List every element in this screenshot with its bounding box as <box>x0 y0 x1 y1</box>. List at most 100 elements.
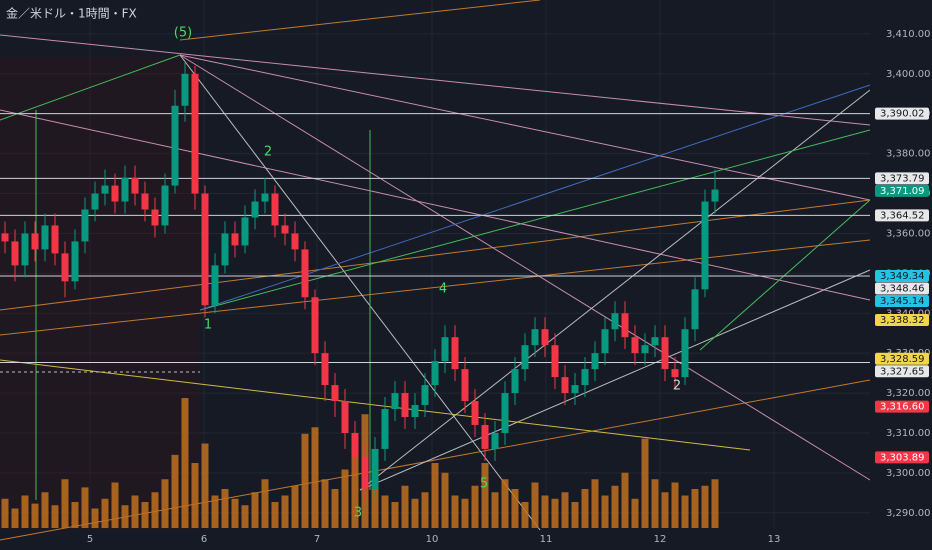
candle-body <box>381 409 389 449</box>
volume-bar <box>231 498 239 528</box>
candle-body <box>431 361 439 386</box>
volume-bar <box>81 487 89 528</box>
candle-body <box>581 369 589 386</box>
volume-bar <box>441 472 449 528</box>
trend-line <box>359 89 871 491</box>
volume-bar <box>421 492 429 528</box>
candle-body <box>621 313 629 338</box>
volume-bar <box>61 479 69 528</box>
price-tag <box>875 451 929 464</box>
volume-bar <box>311 427 319 528</box>
volume-bar <box>281 495 289 528</box>
price-tag <box>875 400 929 413</box>
volume-bar <box>101 498 109 528</box>
x-tick-label: 11 <box>540 534 553 545</box>
candle-body <box>521 345 529 370</box>
candle-body <box>461 369 469 402</box>
trend-line <box>0 109 871 301</box>
volume-bar <box>241 505 249 528</box>
candle-body <box>481 424 489 449</box>
volume-bar <box>511 489 519 528</box>
trend-line <box>179 54 871 201</box>
volume-bar <box>461 498 469 528</box>
candle-body <box>471 401 479 425</box>
price-tag-label: 3,390.02 <box>880 109 925 120</box>
candle-body <box>371 448 379 489</box>
trend-line <box>0 54 181 121</box>
volume-bar <box>391 502 399 528</box>
volume-bar <box>491 492 499 528</box>
candle-body <box>641 345 649 354</box>
volume-bar <box>531 482 539 528</box>
candle-body <box>251 201 259 218</box>
price-tag-label: 3,348.46 <box>880 283 925 294</box>
candle-body <box>131 177 139 194</box>
trend-line <box>199 129 871 311</box>
candle-body <box>561 377 569 394</box>
candle-body <box>601 329 609 354</box>
trend-line <box>199 84 871 311</box>
volume-bar <box>541 495 549 528</box>
volume-bar <box>371 476 379 528</box>
candle-body <box>41 225 49 250</box>
volume-bar <box>131 495 139 528</box>
x-tick-label: 7 <box>314 534 320 545</box>
volume-bar <box>321 479 329 528</box>
trend-line <box>359 269 871 491</box>
x-tick-label: 13 <box>768 534 781 545</box>
trend-line <box>179 54 871 481</box>
volume-bar <box>251 492 259 528</box>
volume-bar <box>711 479 719 528</box>
y-tick-label: 3,310.00 <box>886 428 931 439</box>
price-tag <box>875 172 929 185</box>
volume-bar <box>401 485 409 528</box>
candle-body <box>71 241 79 282</box>
candle-body <box>501 393 509 433</box>
volume-bar <box>701 485 709 528</box>
candle-body <box>121 177 129 202</box>
volume-bar <box>351 456 359 528</box>
y-tick-label: 3,400.00 <box>886 69 931 80</box>
candle-body <box>661 337 669 370</box>
volume-bar <box>91 508 99 528</box>
volume-bar <box>691 489 699 528</box>
volume-bar <box>621 472 629 528</box>
price-tag-label: 3,373.79 <box>880 173 925 184</box>
candle-body <box>151 209 159 226</box>
price-tag-label: 3,371.09 <box>880 186 925 197</box>
candle-body <box>631 337 639 354</box>
price-tag <box>875 269 929 282</box>
candles <box>1 61 719 501</box>
price-tag <box>875 352 929 365</box>
volume-bar <box>21 495 29 528</box>
candle-body <box>21 233 29 266</box>
volume-bar <box>1 498 9 528</box>
volume-bar <box>171 454 179 528</box>
volume-bar <box>161 479 169 528</box>
candle-body <box>191 73 199 194</box>
y-tick-label: 3,340.00 <box>886 308 931 319</box>
trend-lines <box>0 0 871 541</box>
candle-body <box>301 249 309 298</box>
volume-bar <box>111 482 119 528</box>
volume-bar <box>551 498 559 528</box>
trend-line <box>0 359 751 451</box>
volume-bar <box>671 482 679 528</box>
candle-body <box>401 393 409 418</box>
y-tick-label: 3,380.00 <box>886 149 931 160</box>
volume-bar <box>291 485 299 528</box>
candle-body <box>221 233 229 266</box>
volume-bar <box>521 502 529 528</box>
candle-body <box>541 329 549 346</box>
candle-body <box>311 297 319 354</box>
wave-label: 2 <box>264 145 272 160</box>
price-tag <box>875 107 929 120</box>
candle-body <box>81 209 89 242</box>
price-tag-label: 3,316.60 <box>880 402 925 413</box>
volume-bar <box>451 495 459 528</box>
candle-body <box>351 432 359 457</box>
candle-body <box>491 432 499 449</box>
candle-body <box>141 193 149 210</box>
candle-body <box>11 241 19 266</box>
candle-body <box>281 225 289 234</box>
